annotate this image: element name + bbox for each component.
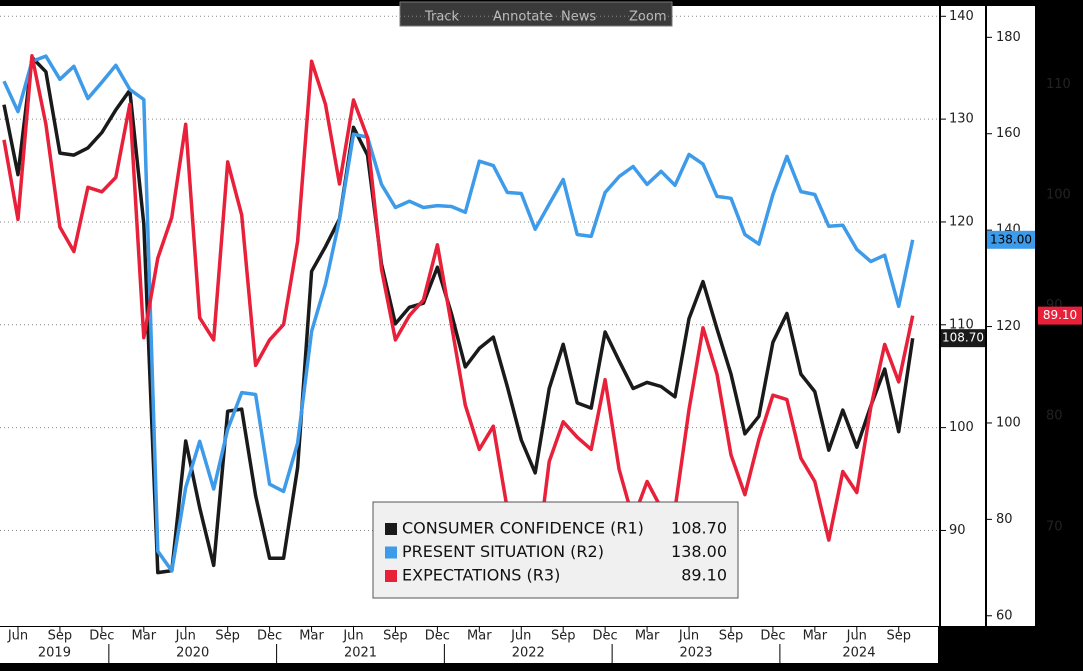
legend-value: 138.00 xyxy=(671,542,727,561)
y-tick-label: 100 xyxy=(949,420,974,435)
legend-swatch xyxy=(385,546,397,559)
x-tick-label: Dec xyxy=(425,629,450,644)
x-tick-label: Mar xyxy=(299,629,324,644)
y3-tick-label: 110 xyxy=(1046,77,1071,92)
x-tick-label: Jun xyxy=(510,629,531,644)
year-label: 2020 xyxy=(176,646,209,661)
value-badge-label: 138.00 xyxy=(990,232,1032,246)
x-tick-label: Jun xyxy=(175,629,196,644)
value-badge-label: 108.70 xyxy=(942,331,984,345)
legend-label: PRESENT SITUATION (R2) xyxy=(402,542,604,561)
y-tick-label: 130 xyxy=(949,112,974,127)
value-badge-label: 89.10 xyxy=(1043,308,1077,322)
value-badge xyxy=(941,329,985,348)
x-tick-label: Dec xyxy=(257,629,282,644)
year-label: 2022 xyxy=(512,646,545,661)
legend-box xyxy=(372,501,739,599)
x-tick-label: Sep xyxy=(886,629,911,644)
year-label: 2021 xyxy=(344,646,377,661)
x-tick-label: Jun xyxy=(846,629,867,644)
y-tick-label: 140 xyxy=(949,9,974,24)
x-axis-area xyxy=(0,627,938,663)
y2-tick-label: 160 xyxy=(996,126,1021,141)
y2-tick-label: 80 xyxy=(996,512,1013,527)
legend-value: 108.70 xyxy=(671,519,727,538)
x-tick-label: Sep xyxy=(551,629,576,644)
y3-tick-label: 70 xyxy=(1046,519,1063,534)
y2-tick-label: 100 xyxy=(996,415,1021,430)
x-tick-label: Mar xyxy=(132,629,157,644)
x-tick-label: Mar xyxy=(803,629,828,644)
legend-label: EXPECTATIONS (R3) xyxy=(402,566,560,585)
x-tick-label: Dec xyxy=(89,629,114,644)
plot: 9010011012013014060801001201401601807080… xyxy=(0,9,1082,663)
x-tick-label: Mar xyxy=(467,629,492,644)
legend-label: CONSUMER CONFIDENCE (R1) xyxy=(402,519,644,538)
y2-tick-label: 60 xyxy=(996,608,1013,623)
x-tick-label: Sep xyxy=(383,629,408,644)
toolbar-item[interactable]: News xyxy=(561,10,596,25)
value-badge xyxy=(1038,306,1082,325)
year-label: 2024 xyxy=(842,646,875,661)
series-line xyxy=(2,54,915,573)
toolbar-item[interactable]: Annotate xyxy=(493,10,552,25)
year-label: 2023 xyxy=(679,646,712,661)
toolbar-item[interactable]: Zoom xyxy=(629,10,666,25)
y-tick-label: 90 xyxy=(949,523,966,538)
x-tick-label: Jun xyxy=(7,629,28,644)
legend-value: 89.10 xyxy=(681,566,727,585)
year-label: 2019 xyxy=(38,646,71,661)
value-badge xyxy=(987,230,1035,249)
legend-swatch xyxy=(385,570,397,582)
x-tick-label: Mar xyxy=(635,629,660,644)
series-line xyxy=(2,54,915,577)
y2-tick-label: 120 xyxy=(996,319,1021,334)
toolbar-item[interactable]: Track xyxy=(424,10,459,25)
y2-tick-label: 180 xyxy=(996,30,1021,45)
x-tick-label: Jun xyxy=(678,629,699,644)
toolbar-bg xyxy=(399,1,673,27)
x-tick-label: Sep xyxy=(48,629,73,644)
legend-swatch xyxy=(385,523,397,535)
legend: CONSUMER CONFIDENCE (R1) 108.70 PRESENT SI… xyxy=(372,501,739,599)
y-tick-label: 110 xyxy=(949,317,974,332)
x-tick-label: Jun xyxy=(342,629,363,644)
toolbar: Track Annotate News Zoom xyxy=(399,1,673,27)
x-tick-label: Dec xyxy=(760,629,785,644)
x-tick-label: Sep xyxy=(215,629,240,644)
y3-tick-label: 100 xyxy=(1046,188,1071,203)
y3-tick-label: 80 xyxy=(1046,409,1063,424)
x-tick-label: Sep xyxy=(719,629,744,644)
y-tick-label: 120 xyxy=(949,214,974,229)
x-tick-label: Dec xyxy=(593,629,618,644)
